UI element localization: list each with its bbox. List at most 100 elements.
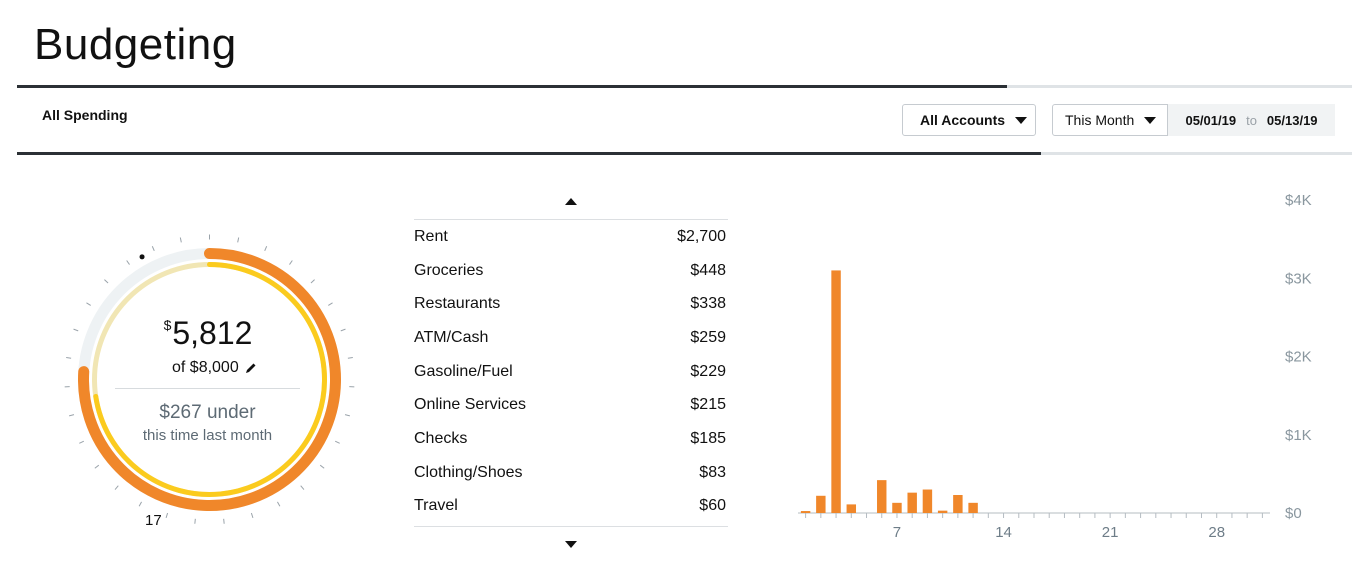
bar[interactable] <box>846 504 857 513</box>
category-row[interactable]: Rent $2,700 <box>414 220 726 254</box>
category-amount: $229 <box>690 362 726 380</box>
date-to[interactable]: 05/13/19 <box>1266 112 1318 128</box>
y-tick-label: $1K <box>1285 427 1312 444</box>
donut-tick <box>165 512 169 518</box>
x-tick-label: 7 <box>893 524 901 541</box>
currency-symbol: $ <box>163 317 172 333</box>
x-tick-label: 28 <box>1208 524 1225 541</box>
category-amount: $259 <box>690 328 726 346</box>
date-from[interactable]: 05/01/19 <box>1185 112 1237 128</box>
caret-down-icon[interactable] <box>565 541 577 548</box>
accounts-dropdown[interactable]: All Accounts <box>902 104 1036 136</box>
accounts-dropdown-label: All Accounts <box>920 112 1006 128</box>
donut-tick <box>179 237 182 243</box>
bar[interactable] <box>937 510 948 513</box>
comparison-main: $267 under <box>159 402 256 423</box>
donut-tick <box>310 279 315 284</box>
category-amount: $60 <box>699 497 726 515</box>
day-marker-dot <box>139 254 145 260</box>
donut-tick <box>194 518 196 524</box>
budget-donut <box>64 234 355 524</box>
filter-divider <box>17 152 1352 155</box>
header-divider <box>17 85 1352 88</box>
category-name: Rent <box>414 227 448 245</box>
category-amount: $448 <box>690 261 726 279</box>
donut-tick <box>334 440 340 444</box>
donut-tick <box>73 328 79 332</box>
donut-tick <box>250 512 254 518</box>
donut-tick <box>347 357 353 359</box>
category-row[interactable]: Groceries $448 <box>414 254 726 288</box>
donut-tick <box>86 302 91 306</box>
donut-tick <box>79 440 85 444</box>
donut-tick <box>264 246 268 252</box>
category-row[interactable]: ATM/Cash $259 <box>414 321 726 355</box>
bar[interactable] <box>922 489 933 513</box>
category-name: Groceries <box>414 261 484 279</box>
category-list: Rent $2,700 Groceries $448 Restaurants $338 AT… <box>414 220 726 523</box>
donut-tick <box>223 518 225 524</box>
budget-total[interactable]: of $8,000 <box>172 359 257 377</box>
day-marker: 17 <box>145 512 162 529</box>
period-dropdown[interactable]: This Month <box>1052 104 1168 136</box>
date-to-word: to <box>1246 112 1257 128</box>
caret-down-icon <box>1144 116 1157 124</box>
category-name: Checks <box>414 429 468 447</box>
pencil-icon[interactable] <box>245 362 257 374</box>
donut-tick <box>237 237 240 243</box>
category-row[interactable]: Travel $60 <box>414 490 726 524</box>
x-tick-label: 14 <box>995 524 1012 541</box>
page-title: Budgeting <box>34 20 237 69</box>
y-tick-label: $3K <box>1285 270 1312 287</box>
header-divider-fill <box>17 85 1007 88</box>
donut-tick <box>104 279 109 284</box>
donut-tick <box>277 501 281 507</box>
caret-up-icon[interactable] <box>565 198 577 205</box>
category-row[interactable]: Clothing/Shoes $83 <box>414 456 726 490</box>
category-amount: $338 <box>690 295 726 313</box>
caret-down-icon <box>1015 116 1028 124</box>
comparison-sub: this time last month <box>142 427 273 444</box>
category-row[interactable]: Checks $185 <box>414 422 726 456</box>
bar[interactable] <box>892 502 902 513</box>
y-tick-label: $2K <box>1285 349 1312 366</box>
category-amount: $83 <box>699 463 726 481</box>
bar[interactable] <box>953 495 963 513</box>
donut-tick <box>94 464 100 469</box>
bar[interactable] <box>831 270 841 513</box>
last-month-arc <box>78 248 341 511</box>
donut-tick <box>126 260 130 265</box>
donut-divider <box>115 388 300 389</box>
list-top-divider <box>414 219 728 220</box>
daily-spending-chart: 7 14 21 28 $0 $1K $2K $3K $4K <box>798 192 1312 541</box>
date-range[interactable]: 05/01/19 to 05/13/19 <box>1168 104 1335 136</box>
category-row[interactable]: Restaurants $338 <box>414 287 726 321</box>
category-name: Online Services <box>414 396 527 414</box>
donut-tick <box>138 501 142 507</box>
bar[interactable] <box>816 495 826 513</box>
donut-tick <box>344 414 350 417</box>
x-tick-label: 21 <box>1102 524 1119 541</box>
donut-tick <box>328 302 333 306</box>
bar[interactable] <box>907 492 917 513</box>
budget-text: of $8,000 <box>172 359 239 376</box>
category-row[interactable]: Gasoline/Fuel $229 <box>414 355 726 389</box>
bar[interactable] <box>800 511 811 513</box>
donut-tick <box>114 485 119 490</box>
list-bottom-divider <box>414 526 728 527</box>
spent-value: 5,812 <box>172 315 253 351</box>
bar[interactable] <box>877 480 887 513</box>
donut-tick <box>300 485 305 490</box>
donut-tick <box>319 464 325 469</box>
category-row[interactable]: Online Services $215 <box>414 388 726 422</box>
spent-arc <box>93 262 327 497</box>
donut-tick <box>151 246 155 252</box>
category-amount: $185 <box>690 429 726 447</box>
comparison-text: $267 under this time last month <box>120 402 295 446</box>
donut-tick <box>69 414 75 417</box>
bar[interactable] <box>968 502 978 513</box>
donut-tick <box>66 357 72 359</box>
section-label: All Spending <box>42 107 128 123</box>
filter-divider-fill <box>17 152 1041 155</box>
donut-tick <box>340 328 346 332</box>
